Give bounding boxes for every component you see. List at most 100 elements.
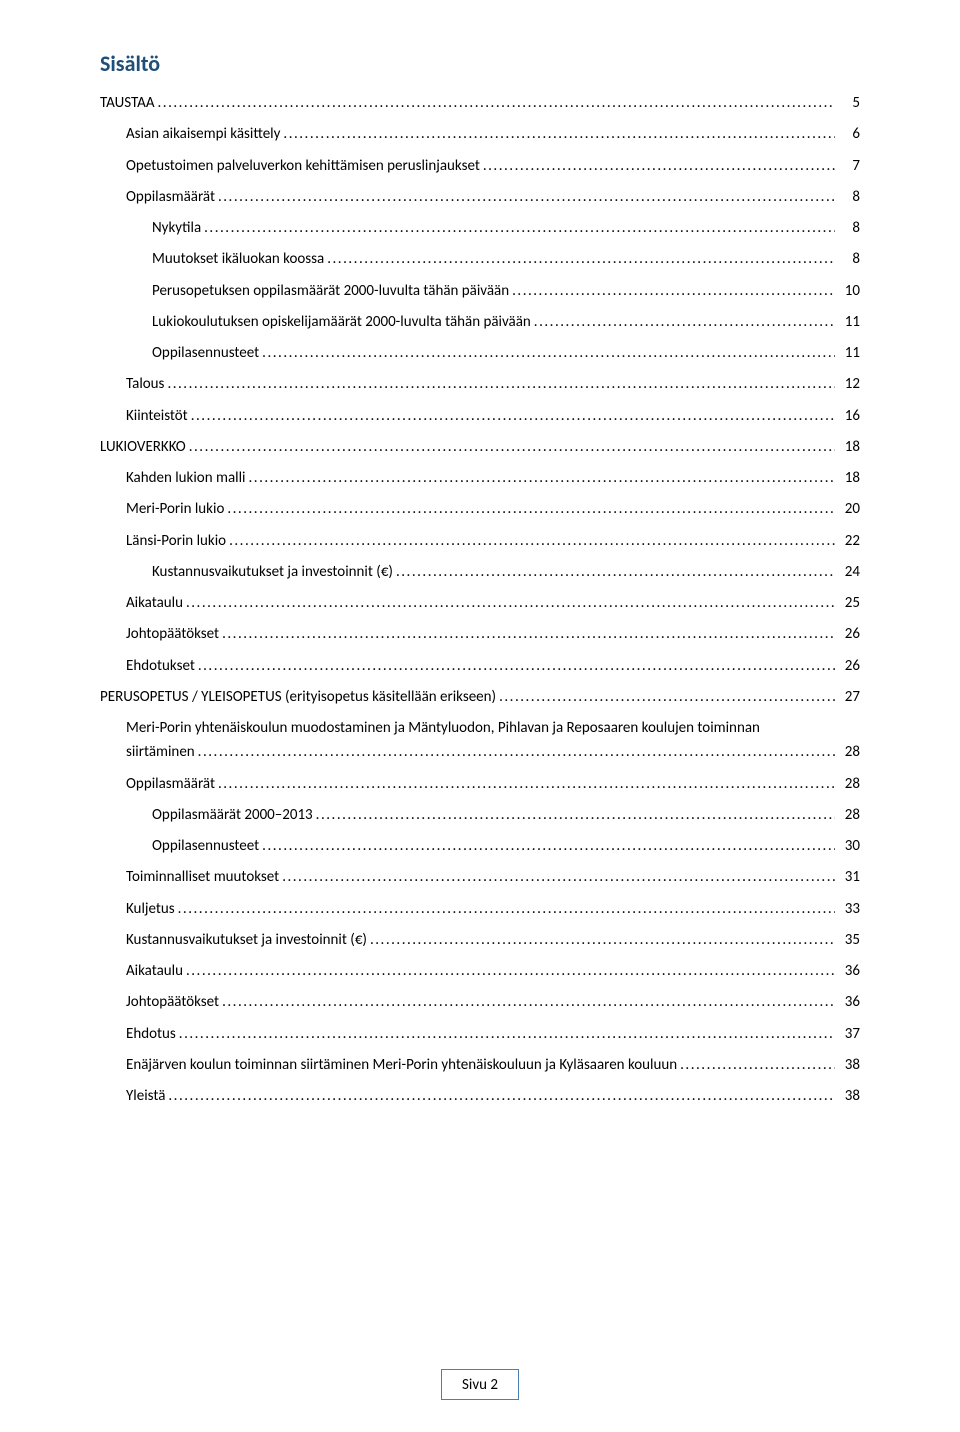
toc-entry[interactable]: Opetustoimen palveluverkon kehittämisen … [100,156,860,176]
toc-entry[interactable]: Lukiokoulutuksen opiskelijamäärät 2000-l… [100,312,860,332]
toc-entry[interactable]: Kustannusvaikutukset ja investoinnit (€)… [100,930,860,950]
toc-page-number: 22 [838,531,860,551]
toc-leader-dots [186,961,835,981]
toc-leader-dots [283,124,835,144]
toc-page-number: 26 [838,656,860,676]
toc-page-number: 37 [838,1024,860,1044]
toc-entry[interactable]: Aikataulu 25 [100,593,860,613]
page-number-box: Sivu 2 [441,1369,519,1400]
toc-leader-dots [396,562,835,582]
toc-page-number: 18 [838,437,860,457]
toc-entry-label: TAUSTAA [100,93,155,113]
toc-entry[interactable]: Perusopetuksen oppilasmäärät 2000-luvult… [100,281,860,301]
toc-page-number: 38 [838,1086,860,1106]
toc-page-number: 31 [838,867,860,887]
toc-leader-dots [534,312,835,332]
toc-entry-label: Nykytila [152,218,201,238]
toc-entry-label: Enäjärven koulun toiminnan siirtäminen M… [126,1055,677,1075]
toc-page-number: 20 [838,499,860,519]
toc-leader-dots [218,187,835,207]
toc-entry[interactable]: Talous 12 [100,374,860,394]
toc-page-number: 8 [838,218,860,238]
toc-entry[interactable]: Johtopäätökset 36 [100,992,860,1012]
toc-entry[interactable]: Länsi-Porin lukio 22 [100,531,860,551]
toc-page-number: 5 [838,93,860,113]
toc-entry-label: Opetustoimen palveluverkon kehittämisen … [126,156,480,176]
toc-entry-label: Oppilasmäärät 2000–2013 [152,805,313,825]
toc-leader-dots [680,1055,835,1075]
toc-entry-label: Yleistä [126,1086,165,1106]
toc-entry-label: Oppilasennusteet [152,343,259,363]
toc-entry-label: Kahden lukion malli [126,468,246,488]
toc-entry[interactable]: Ehdotukset 26 [100,656,860,676]
toc-entry[interactable]: Oppilasmäärät 28 [100,774,860,794]
toc-entry[interactable]: Oppilasennusteet 11 [100,343,860,363]
toc-page-number: 7 [838,156,860,176]
toc-leader-dots [282,867,835,887]
toc-leader-dots [483,156,835,176]
toc-entry[interactable]: Meri-Porin yhtenäiskoulun muodostaminen … [100,718,860,763]
toc-entry[interactable]: Toiminnalliset muutokset 31 [100,867,860,887]
toc-page-number: 8 [838,249,860,269]
toc-entry-label: Asian aikaisempi käsittely [126,124,280,144]
toc-leader-dots [227,499,835,519]
toc-entry[interactable]: LUKIOVERKKO 18 [100,437,860,457]
toc-page-number: 18 [838,468,860,488]
toc-entry[interactable]: Ehdotus 37 [100,1024,860,1044]
toc-leader-dots [204,218,835,238]
toc-entry[interactable]: Oppilasmäärät 2000–2013 28 [100,805,860,825]
toc-entry[interactable]: Johtopäätökset 26 [100,624,860,644]
toc-entry[interactable]: Muutokset ikäluokan koossa 8 [100,249,860,269]
toc-leader-dots [327,249,835,269]
toc-entry-label: Kustannusvaikutukset ja investoinnit (€) [152,562,393,582]
toc-leader-dots [249,468,836,488]
toc-page-number: 10 [838,281,860,301]
toc-entry[interactable]: Oppilasennusteet 30 [100,836,860,856]
toc-entry-label: Muutokset ikäluokan koossa [152,249,324,269]
toc-entry-label: Johtopäätökset [126,992,219,1012]
toc-entry[interactable]: Kustannusvaikutukset ja investoinnit (€)… [100,562,860,582]
toc-entry-label: LUKIOVERKKO [100,437,186,457]
toc-entry-label: Oppilasennusteet [152,836,259,856]
toc-entry-label: Aikataulu [126,593,183,613]
toc-entry-label: Toiminnalliset muutokset [126,867,279,887]
toc-leader-dots [189,437,835,457]
toc-entry[interactable]: TAUSTAA 5 [100,93,860,113]
toc-leader-dots [316,805,835,825]
toc-entry[interactable]: Kuljetus 33 [100,899,860,919]
toc-leader-dots [218,774,835,794]
toc-entry-label: siirtäminen [126,742,195,762]
toc-entry[interactable]: Oppilasmäärät 8 [100,187,860,207]
toc-leader-dots [179,1024,835,1044]
toc-page-number: 38 [838,1055,860,1075]
toc-page-number: 26 [838,624,860,644]
toc-entry[interactable]: Asian aikaisempi käsittely 6 [100,124,860,144]
toc-page-number: 36 [838,992,860,1012]
toc-entry[interactable]: Aikataulu 36 [100,961,860,981]
toc-entry[interactable]: Enäjärven koulun toiminnan siirtäminen M… [100,1055,860,1075]
toc-entry[interactable]: Yleistä 38 [100,1086,860,1106]
toc-leader-dots [222,624,835,644]
toc-page-number: 24 [838,562,860,582]
toc-leader-dots [262,836,835,856]
toc-entry[interactable]: Kiinteistöt 16 [100,406,860,426]
toc-leader-dots [178,899,835,919]
table-of-contents: TAUSTAA 5 Asian aikaisempi käsittely 6 Ope… [100,93,860,1106]
toc-entry-label: Länsi-Porin lukio [126,531,226,551]
toc-leader-dots [499,687,835,707]
toc-entry-label: Kustannusvaikutukset ja investoinnit (€) [126,930,367,950]
toc-entry-label: Johtopäätökset [126,624,219,644]
toc-entry[interactable]: PERUSOPETUS / YLEISOPETUS (erityisopetus… [100,687,860,707]
toc-page-number: 11 [838,312,860,332]
toc-entry-label: Lukiokoulutuksen opiskelijamäärät 2000-l… [152,312,531,332]
toc-entry-label: Aikataulu [126,961,183,981]
toc-page-number: 25 [838,593,860,613]
toc-entry[interactable]: Meri-Porin lukio 20 [100,499,860,519]
toc-entry[interactable]: Nykytila 8 [100,218,860,238]
toc-leader-dots [167,374,835,394]
toc-leader-dots [262,343,835,363]
toc-page-number: 33 [838,899,860,919]
toc-entry-label: Meri-Porin yhtenäiskoulun muodostaminen … [126,718,860,738]
toc-entry[interactable]: Kahden lukion malli 18 [100,468,860,488]
toc-page-number: 6 [838,124,860,144]
